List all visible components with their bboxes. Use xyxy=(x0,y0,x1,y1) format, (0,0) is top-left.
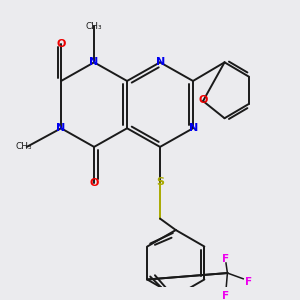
Text: S: S xyxy=(157,177,165,187)
Text: F: F xyxy=(245,277,253,286)
Text: N: N xyxy=(89,57,98,67)
Text: N: N xyxy=(156,57,165,67)
Text: F: F xyxy=(222,254,230,264)
Text: N: N xyxy=(56,123,65,133)
Text: O: O xyxy=(56,39,66,49)
Text: CH₃: CH₃ xyxy=(16,142,32,152)
Text: N: N xyxy=(189,123,198,133)
Text: CH₃: CH₃ xyxy=(86,22,102,31)
Text: F: F xyxy=(222,291,230,300)
Text: O: O xyxy=(89,178,99,188)
Text: O: O xyxy=(198,94,208,105)
